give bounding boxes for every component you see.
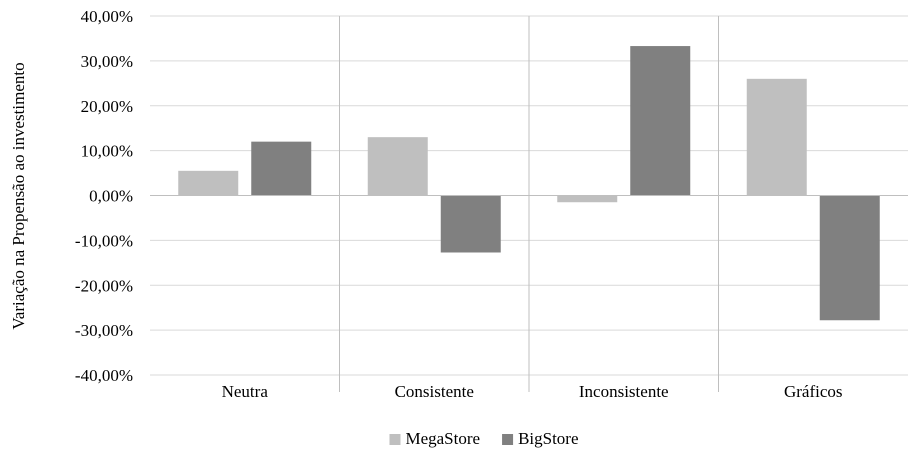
legend-label: BigStore xyxy=(518,429,578,448)
bar-bigstore-0 xyxy=(251,141,312,196)
x-tick-label: Gráficos xyxy=(784,382,843,401)
y-tick-label: -10,00% xyxy=(75,231,133,250)
x-tick-label: Consistente xyxy=(395,382,474,401)
bar-megastore-1 xyxy=(367,137,428,196)
bar-megastore-2 xyxy=(557,195,618,203)
y-tick-labels: -40,00% -30,00% -20,00% -10,00% 0,00% 10,00% 2… xyxy=(75,7,133,385)
legend-label: MegaStore xyxy=(405,429,480,448)
legend: MegaStore BigStore xyxy=(389,429,579,448)
y-axis-label: Variação na Propensão ao investimento xyxy=(9,62,28,329)
legend-swatch xyxy=(502,434,514,445)
y-tick-label: -40,00% xyxy=(75,366,133,385)
legend-item-bigstore: BigStore xyxy=(502,429,579,448)
bar-megastore-3 xyxy=(746,78,807,196)
legend-swatch xyxy=(389,434,401,445)
bar-megastore-0 xyxy=(178,170,239,196)
y-tick-label: 40,00% xyxy=(81,7,133,26)
legend-item-megastore: MegaStore xyxy=(389,429,480,448)
bar-bigstore-2 xyxy=(630,46,691,196)
bar-bigstore-1 xyxy=(440,195,501,253)
y-tick-label: -30,00% xyxy=(75,321,133,340)
y-tick-label: 20,00% xyxy=(81,97,133,116)
bar-bigstore-3 xyxy=(819,195,880,321)
y-tick-label: 0,00% xyxy=(89,187,133,206)
y-tick-label: -20,00% xyxy=(75,276,133,295)
x-tick-labels: Neutra Consistente Inconsistente Gráficos xyxy=(222,382,843,401)
bars xyxy=(178,46,880,321)
y-tick-label: 30,00% xyxy=(81,52,133,71)
category-separators xyxy=(339,16,719,392)
x-tick-label: Inconsistente xyxy=(579,382,669,401)
y-tick-label: 10,00% xyxy=(81,142,133,161)
x-tick-label: Neutra xyxy=(222,382,269,401)
